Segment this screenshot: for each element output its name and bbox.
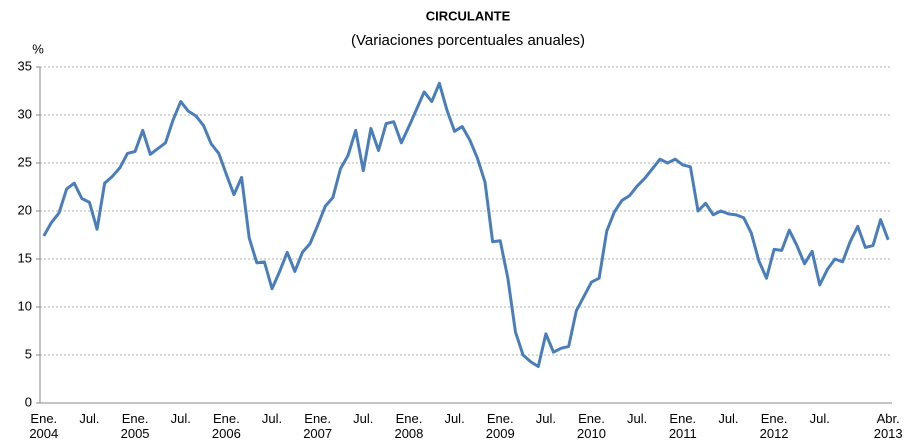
x-tick-label: Jul. <box>718 411 739 426</box>
x-tick-label: Ene. 2011 <box>668 411 697 441</box>
y-tick-label: 15 <box>18 250 32 265</box>
x-tick-label: Ene. 2010 <box>577 411 606 441</box>
x-tick-label: Ene. 2012 <box>759 411 789 441</box>
y-tick-label: 10 <box>18 298 32 313</box>
y-axis-label: % <box>32 41 44 56</box>
x-tick-label: Jul. <box>353 411 374 426</box>
x-tick-label: Jul. <box>809 411 830 426</box>
x-tick-label: Jul. <box>627 411 648 426</box>
x-tick-label: Ene. 2008 <box>394 411 424 441</box>
x-tick-label: Jul. <box>261 411 283 426</box>
x-tick-label: Ene. 2005 <box>120 411 150 441</box>
y-tick-label: 30 <box>18 106 32 121</box>
x-tick-label: Jul. <box>79 411 100 426</box>
x-tick-label: Jul. <box>535 411 556 426</box>
y-tick-label: 0 <box>25 394 32 409</box>
x-tick-label: Ene. 2006 <box>211 411 241 441</box>
y-tick-label: 5 <box>25 346 32 361</box>
x-tick-label: Ene. 2009 <box>485 411 515 441</box>
y-tick-label: 20 <box>18 202 32 217</box>
chart-subtitle: (Variaciones porcentuales anuales) <box>351 32 585 49</box>
x-tick-label: Jul. <box>444 411 465 426</box>
chart-title: CIRCULANTE <box>426 8 511 23</box>
x-tick-label: Ene. 2007 <box>303 411 333 441</box>
x-tick-label: Ene. 2004 <box>29 411 59 441</box>
y-tick-label: 35 <box>18 58 32 73</box>
x-tick-label: Jul. <box>170 411 191 426</box>
x-tick-label: Abr. 2013 <box>873 411 903 441</box>
y-tick-label: 25 <box>18 154 32 169</box>
data-line <box>42 81 890 369</box>
